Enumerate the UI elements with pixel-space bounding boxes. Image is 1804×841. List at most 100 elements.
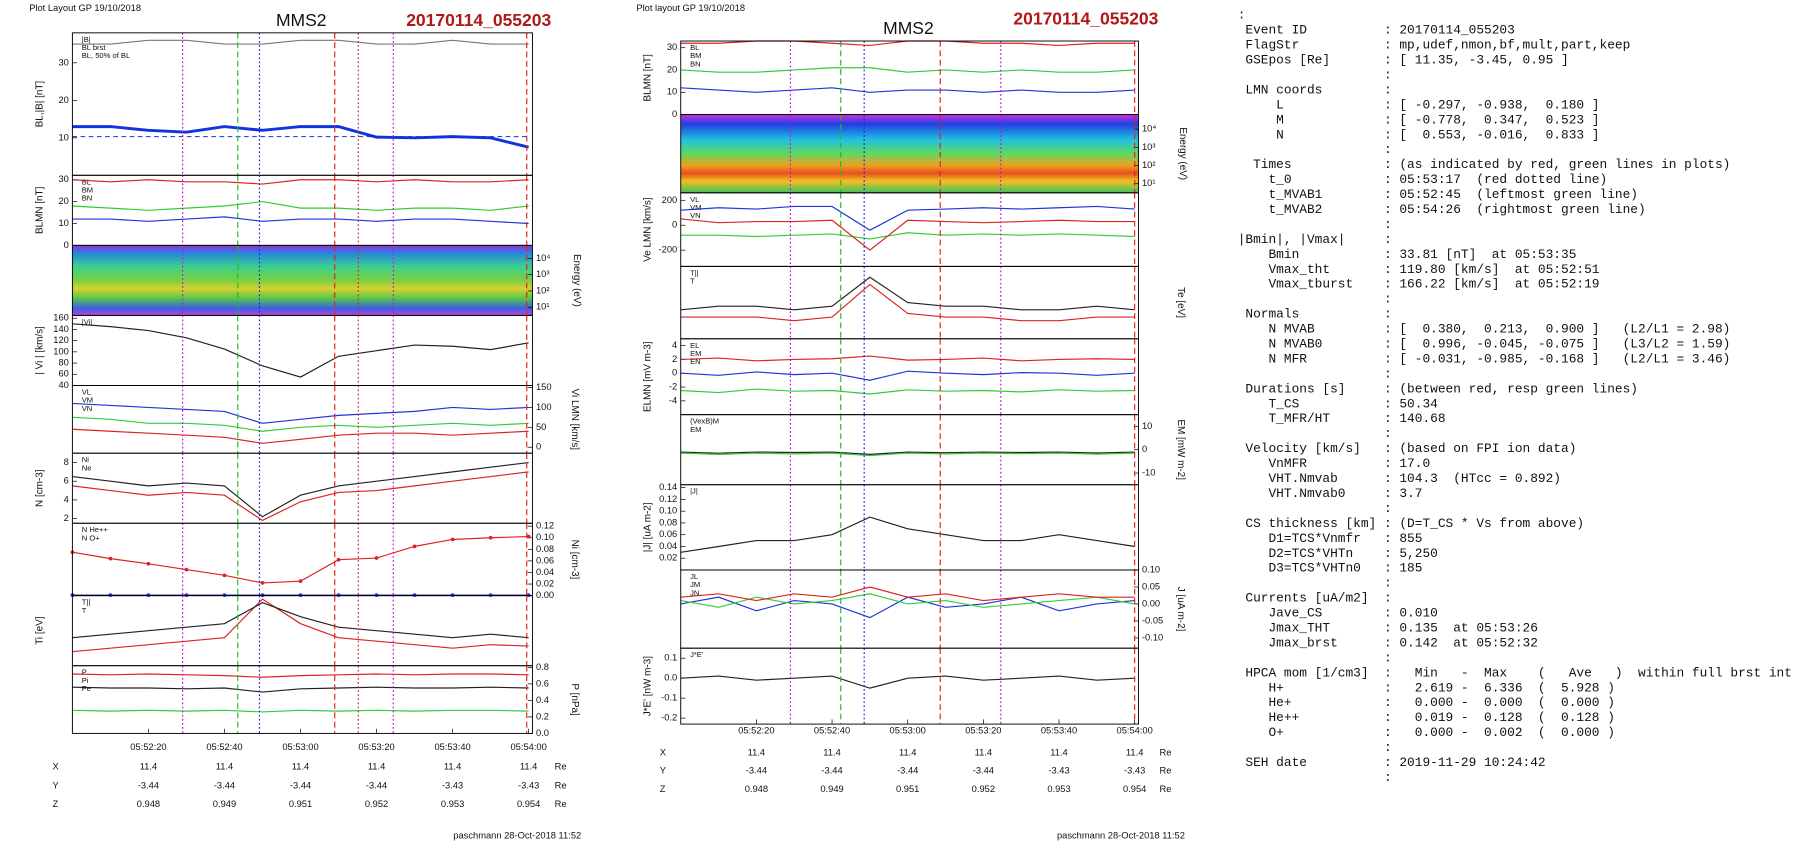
legend-entry: JN [690, 588, 699, 597]
position-value: -3.44 [973, 765, 994, 775]
y-tick-label: 0.14 [659, 482, 677, 492]
y-tick-label: 0.8 [536, 662, 549, 672]
listing-line: : [1238, 650, 1392, 665]
legend-entry: BL [690, 43, 699, 52]
listing-line: Currents [uA/m2] : [1238, 591, 1392, 606]
position-unit: Re [1159, 784, 1171, 794]
series-dot [146, 561, 151, 566]
position-label: Y [53, 780, 60, 790]
position-value: -3.43 [518, 780, 539, 790]
y-tick-label: 10³ [536, 269, 549, 279]
position-unit: Re [555, 799, 567, 809]
position-value: 0.951 [289, 799, 312, 809]
legend-entry: BM [690, 51, 701, 60]
y-tick-label: 0.02 [659, 553, 677, 563]
position-unit: Re [555, 780, 567, 790]
y-tick-label: 0.02 [536, 579, 554, 589]
y-tick-label: 0.10 [659, 506, 677, 516]
y-tick-label: -4 [669, 395, 677, 405]
panel-frame [71, 665, 533, 734]
y-axis-label: Vi LMN [km/s] [569, 389, 580, 451]
position-value: 11.4 [292, 762, 309, 772]
y-tick-label: 0.12 [659, 494, 677, 504]
series-dot [298, 579, 303, 584]
y-tick-label: -0.05 [1142, 615, 1163, 625]
series-line [72, 200, 529, 211]
listing-line: T_CS : 50.34 [1238, 396, 1438, 411]
legend-entry: VL [82, 387, 91, 396]
y-axis-label: BLMN [nT] [643, 54, 654, 102]
position-unit: Re [1159, 748, 1171, 758]
event-id: 20170114_055203 [1013, 9, 1158, 29]
position-value: -3.43 [1048, 765, 1069, 775]
listing-line: |Bmin|, |Vmax| : [1238, 232, 1392, 247]
y-tick-label: 10² [1142, 160, 1155, 170]
y-tick-label: -0.1 [661, 693, 677, 703]
series-line [72, 416, 529, 432]
listing-line: N MVAB : [ 0.380, 0.213, 0.900 ] (L2/L1 … [1238, 322, 1731, 337]
listing-line: Event ID : 20170114_055203 [1238, 23, 1515, 38]
spectrogram [72, 245, 533, 316]
position-value: 0.948 [137, 799, 160, 809]
listing-line: VHT.Nmvab0 : 3.7 [1238, 486, 1423, 501]
series-dot [488, 593, 493, 597]
legend-entry: BL, 50% of BL [82, 51, 130, 60]
series-line [680, 388, 1135, 395]
series-dot [374, 593, 379, 597]
listing-line: O+ : 0.000 - 0.002 ( 0.000 ) [1238, 725, 1615, 740]
y-tick-label: 200 [662, 195, 678, 205]
position-value: 11.4 [823, 748, 840, 758]
series-dot [108, 556, 113, 561]
series-dot [374, 556, 379, 560]
legend-entry: JM [690, 580, 700, 589]
panel: 10¹ 10² 10³ 10⁴ Energy (eV) [71, 244, 582, 316]
x-tick-label: 05:53:20 [965, 726, 1001, 736]
position-value: 0.951 [896, 784, 919, 794]
series-line [72, 179, 529, 185]
y-tick-label: 10⁴ [1142, 124, 1156, 134]
series-line [680, 586, 1135, 602]
position-value: 11.4 [520, 762, 537, 772]
legend-entry: Pe [82, 684, 91, 693]
series-line [72, 686, 529, 693]
y-tick-label: 0 [536, 442, 541, 452]
panel-frame [680, 338, 1139, 416]
x-tick-label: 05:52:40 [206, 742, 242, 752]
position-value: -3.43 [442, 780, 463, 790]
plot: Plot layout GP 19/10/2018 MMS2 20170114_05… [636, 3, 1188, 841]
panel: -10 0 10 EM [mW m-2] (VexB)MEM [680, 414, 1186, 486]
y-tick-label: 40 [58, 380, 68, 390]
y-tick-label: 0.04 [536, 567, 554, 577]
panel-frame [71, 595, 533, 667]
y-tick-label: 10 [1142, 421, 1152, 431]
x-tick-label: 05:53:20 [358, 742, 394, 752]
series-line [680, 593, 1135, 608]
series-line [680, 675, 1135, 689]
y-tick-label: 0 [672, 368, 677, 378]
series-dot [222, 573, 227, 578]
legend-entry: BN [690, 59, 701, 68]
position-value: 11.4 [368, 762, 385, 772]
y-tick-label: 0.05 [1142, 581, 1160, 591]
legend-entry: |J| [690, 487, 698, 496]
listing-line: : [1238, 142, 1392, 157]
y-axis-label: Energy (eV) [1177, 127, 1188, 180]
position-value: 11.4 [975, 748, 992, 758]
position-label: Z [53, 799, 59, 809]
y-tick-label: 10² [536, 285, 549, 295]
series-dot [336, 557, 341, 562]
y-tick-label: 30 [58, 57, 68, 67]
y-tick-label: 0.10 [1142, 564, 1160, 574]
listing-line: VHT.Nmvab : 104.3 (HTcc = 0.892) [1238, 471, 1561, 486]
series-dot [450, 593, 455, 597]
series-line [72, 216, 529, 225]
legend-entry: N He++ [82, 525, 109, 534]
listing-line: : [1238, 740, 1392, 755]
listing-line: Velocity [km/s] : (based on FPI ion data… [1238, 441, 1577, 456]
y-tick-label: 150 [536, 382, 552, 392]
